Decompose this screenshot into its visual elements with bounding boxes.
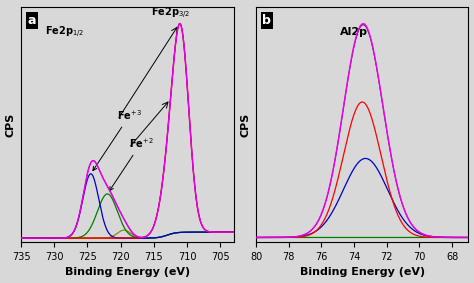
Text: b: b xyxy=(263,14,271,27)
Text: Fe2p$_{3/2}$: Fe2p$_{3/2}$ xyxy=(151,6,190,21)
Text: Fe$^{+3}$: Fe$^{+3}$ xyxy=(93,108,142,171)
Text: Fe2p$_{1/2}$: Fe2p$_{1/2}$ xyxy=(45,25,84,40)
X-axis label: Binding Energy (eV): Binding Energy (eV) xyxy=(300,267,425,277)
Text: a: a xyxy=(27,14,36,27)
Y-axis label: CPS: CPS xyxy=(6,113,16,137)
Text: Al2p: Al2p xyxy=(340,27,368,37)
X-axis label: Binding Energy (eV): Binding Energy (eV) xyxy=(65,267,190,277)
Text: Fe$^{+2}$: Fe$^{+2}$ xyxy=(109,136,153,191)
Y-axis label: CPS: CPS xyxy=(240,113,250,137)
